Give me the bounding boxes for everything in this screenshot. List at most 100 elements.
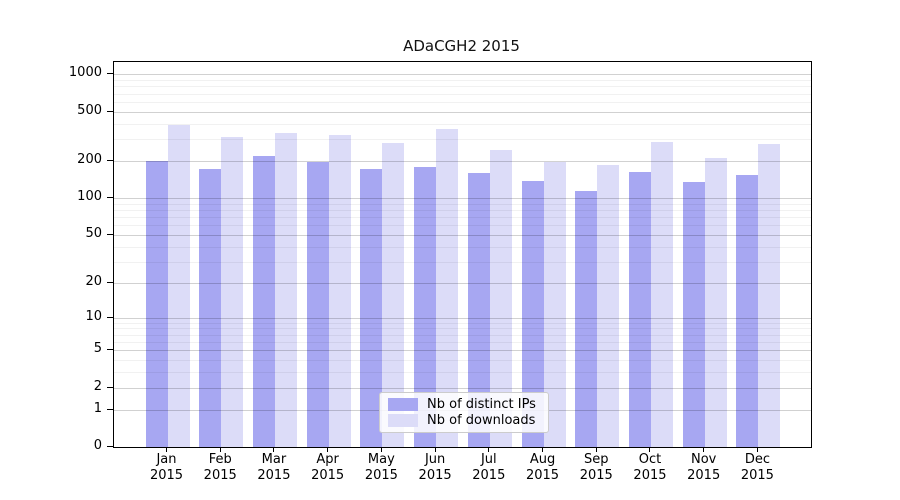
x-tick-mark bbox=[380, 447, 382, 452]
y-tick-label: 10 bbox=[85, 308, 102, 324]
major-gridline bbox=[114, 74, 811, 76]
legend-swatch-distinct-ips bbox=[388, 397, 418, 411]
major-gridline bbox=[114, 350, 811, 352]
bar-downloads-jun bbox=[436, 129, 459, 447]
bar-downloads-jan bbox=[167, 125, 190, 447]
y-tick-mark bbox=[107, 159, 113, 161]
bar-downloads-mar bbox=[274, 133, 297, 447]
bar-ips-jan bbox=[145, 160, 168, 447]
bar-ips-sep bbox=[575, 191, 598, 447]
x-tick-label-sep: Sep 2015 bbox=[579, 452, 613, 483]
x-tick-label-feb: Feb 2015 bbox=[203, 452, 237, 483]
y-tick-label: 100 bbox=[77, 189, 102, 205]
x-tick-label-may: May 2015 bbox=[364, 452, 398, 483]
y-tick-mark bbox=[107, 233, 113, 235]
bar-downloads-nov bbox=[704, 157, 727, 447]
y-tick-mark bbox=[107, 73, 113, 75]
y-tick-mark bbox=[107, 110, 113, 112]
x-tick-label-dec: Dec 2015 bbox=[740, 452, 774, 483]
major-gridline bbox=[114, 282, 811, 284]
major-gridline bbox=[114, 160, 811, 162]
minor-gridline bbox=[114, 261, 811, 263]
y-tick-mark bbox=[107, 386, 113, 388]
y-tick-mark bbox=[107, 197, 113, 199]
minor-gridline bbox=[114, 101, 811, 103]
x-tick-label-mar: Mar 2015 bbox=[257, 452, 291, 483]
chart-title: ADaCGH2 2015 bbox=[403, 37, 520, 55]
major-gridline bbox=[114, 198, 811, 200]
x-tick-mark bbox=[273, 447, 275, 452]
minor-gridline bbox=[114, 322, 811, 324]
legend-label-downloads: Nb of downloads bbox=[427, 413, 536, 429]
x-tick-mark bbox=[649, 447, 651, 452]
x-tick-label-jul: Jul 2015 bbox=[472, 452, 506, 483]
bar-ips-apr bbox=[306, 162, 329, 447]
plot-area bbox=[113, 61, 812, 448]
x-tick-label-jun: Jun 2015 bbox=[418, 452, 452, 483]
x-tick-mark bbox=[542, 447, 544, 452]
bar-ips-jun bbox=[414, 167, 437, 447]
x-tick-mark bbox=[327, 447, 329, 452]
x-tick-label-aug: Aug 2015 bbox=[525, 452, 560, 483]
bar-downloads-oct bbox=[650, 141, 673, 447]
y-tick-label: 500 bbox=[77, 102, 102, 118]
y-tick-label: 1 bbox=[93, 400, 102, 416]
bar-ips-dec bbox=[736, 174, 759, 447]
x-tick-label-jan: Jan 2015 bbox=[149, 452, 184, 483]
y-tick-label: 2 bbox=[93, 378, 102, 394]
bar-downloads-may bbox=[382, 142, 405, 447]
y-tick-label: 50 bbox=[85, 225, 102, 241]
minor-gridline bbox=[114, 86, 811, 88]
bar-downloads-sep bbox=[597, 164, 620, 447]
y-tick-mark bbox=[107, 281, 113, 283]
bar-ips-jul bbox=[467, 172, 490, 447]
x-tick-mark bbox=[595, 447, 597, 452]
x-tick-mark bbox=[434, 447, 436, 452]
major-gridline bbox=[114, 387, 811, 389]
bar-downloads-aug bbox=[543, 162, 566, 447]
minor-gridline bbox=[114, 225, 811, 227]
bar-downloads-apr bbox=[328, 134, 351, 447]
y-tick-label: 0 bbox=[93, 438, 102, 453]
legend: Nb of distinct IPs Nb of downloads bbox=[379, 392, 549, 433]
minor-gridline bbox=[114, 360, 811, 362]
x-tick-label-nov: Nov 2015 bbox=[687, 452, 721, 483]
y-tick-mark bbox=[107, 316, 113, 318]
bar-ips-aug bbox=[521, 180, 544, 447]
x-tick-mark bbox=[166, 447, 167, 452]
major-gridline bbox=[114, 317, 811, 319]
legend-swatch-downloads bbox=[388, 414, 418, 428]
x-tick-label-apr: Apr 2015 bbox=[311, 452, 345, 483]
x-tick-mark bbox=[703, 447, 705, 452]
y-tick-label: 20 bbox=[85, 273, 102, 289]
bar-ips-mar bbox=[252, 155, 275, 447]
y-tick-label: 1000 bbox=[68, 65, 102, 81]
minor-gridline bbox=[114, 334, 811, 336]
y-tick-mark bbox=[107, 446, 113, 447]
x-tick-mark bbox=[488, 447, 490, 452]
major-gridline bbox=[114, 111, 811, 113]
y-tick-mark bbox=[107, 349, 113, 351]
minor-gridline bbox=[114, 246, 811, 248]
bar-ips-may bbox=[360, 169, 383, 447]
legend-item-downloads: Nb of downloads bbox=[388, 413, 540, 428]
bar-downloads-dec bbox=[758, 143, 781, 447]
minor-gridline bbox=[114, 80, 811, 82]
minor-gridline bbox=[114, 123, 811, 125]
y-tick-label: 5 bbox=[93, 341, 102, 357]
minor-gridline bbox=[114, 342, 811, 344]
bar-ips-nov bbox=[682, 182, 705, 447]
bar-downloads-feb bbox=[221, 136, 244, 447]
minor-gridline bbox=[114, 93, 811, 95]
x-tick-mark bbox=[219, 447, 221, 452]
bar-ips-oct bbox=[628, 171, 651, 447]
minor-gridline bbox=[114, 217, 811, 219]
minor-gridline bbox=[114, 209, 811, 211]
y-tick-label: 200 bbox=[77, 151, 102, 167]
x-tick-mark bbox=[756, 447, 758, 452]
bar-downloads-jul bbox=[489, 150, 512, 447]
y-tick-mark bbox=[107, 408, 113, 410]
minor-gridline bbox=[114, 203, 811, 205]
x-tick-label-oct: Oct 2015 bbox=[633, 452, 667, 483]
